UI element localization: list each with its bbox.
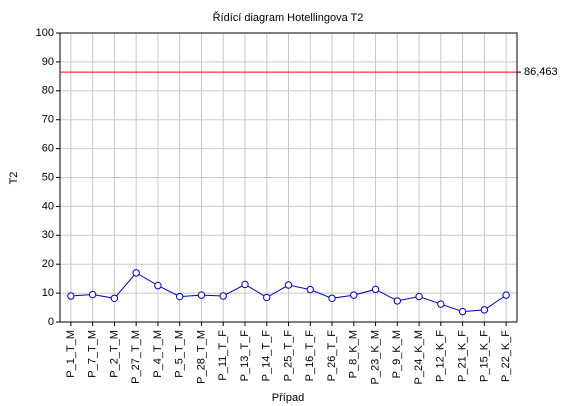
y-tick-label: 20 [42,258,54,270]
point [88,290,97,299]
point [458,307,467,316]
x-tick-label: P_7_T_M [87,330,99,378]
point [132,269,140,277]
x-tick-label: P_21_K_F [457,330,469,382]
point [328,294,336,303]
y-tick-label: 60 [42,143,54,155]
point [154,281,162,290]
point [306,285,314,294]
x-tick-label: P_12_K_F [435,330,447,382]
chart-title: Řídící diagram Hotellingova T2 [213,11,364,24]
x-tick-label: P_4_T_M [152,330,164,378]
x-tick-label: P_28_T_M [195,330,207,384]
point [284,281,293,289]
point [110,294,119,303]
y-tick-label: 100 [36,27,54,39]
point [480,306,489,314]
x-tick-label: P_2_T_M [108,330,120,378]
x-tick-label: P_24_K_M [413,330,425,384]
point [415,292,423,301]
x-tick-label: P_16_T_F [304,330,316,382]
y-axis-label: T2 [8,172,20,185]
x-tick-label: P_5_T_M [174,330,186,378]
x-tick-label: P_26_T_F [326,330,338,382]
point [241,280,249,289]
point [219,292,227,300]
point [350,291,358,299]
y-tick-label: 0 [48,316,54,328]
point [437,300,445,308]
x-tick-label: P_9_K_M [391,330,403,378]
x-tick-label: P_14_T_F [261,330,273,382]
y-tick-label: 80 [42,85,54,97]
y-tick-label: 10 [42,287,54,299]
x-tick-label: P_11_T_F [217,330,229,381]
plot-frame [59,32,518,323]
point [502,291,510,299]
point [371,285,380,294]
x-tick-label: P_25_T_F [282,330,294,382]
point [393,297,402,305]
x-tick-label: P_8_K_M [348,330,360,378]
point [67,292,75,300]
y-tick-label: 50 [42,171,54,183]
y-tick-label: 70 [42,114,54,126]
control-limit-label: 86,463 [524,66,558,78]
x-tick-label: P_1_T_M [65,330,77,378]
x-tick-label: P_13_T_F [239,330,251,382]
x-axis-label: Případ [272,392,304,404]
y-tick-label: 30 [42,229,54,241]
y-tick-label: 90 [42,56,54,68]
point [197,291,206,299]
y-tick-label: 40 [42,200,54,212]
point [263,293,271,302]
x-tick-label: P_22_K_F [500,330,512,382]
x-tick-label: P_27_T_M [130,330,142,384]
x-tick-label: P_15_K_F [478,330,490,382]
point [175,292,184,301]
x-tick-label: P_23_K_M [369,330,381,384]
